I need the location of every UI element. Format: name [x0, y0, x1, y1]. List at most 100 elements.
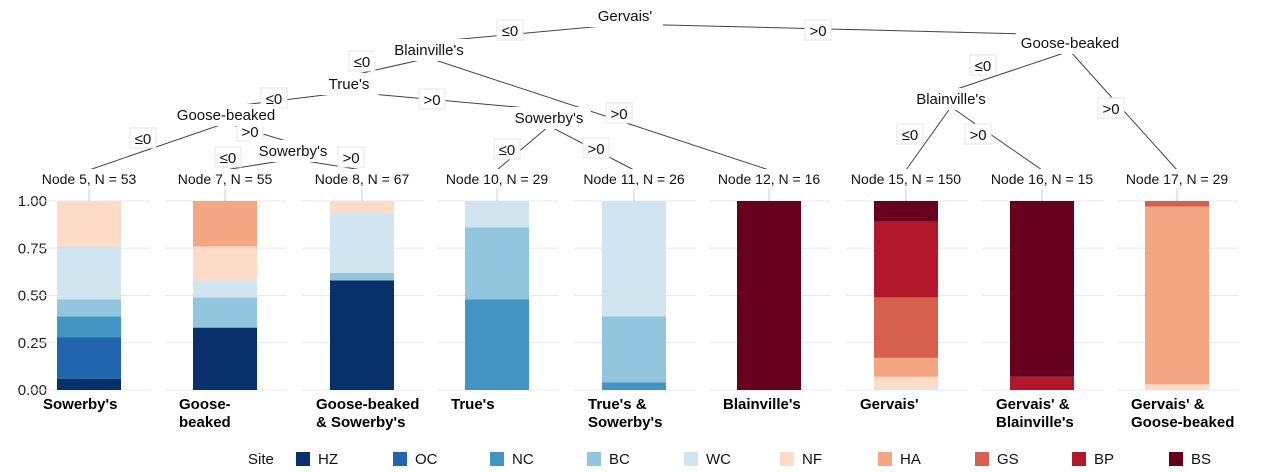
bar-category-label: Goose-	[179, 396, 231, 413]
split-node: Sowerby's	[507, 107, 591, 129]
edge-label-box	[337, 146, 365, 168]
node-label: Node 16, N = 15	[991, 171, 1094, 187]
edge-label: ≤0	[214, 146, 242, 168]
node-label: Node 12, N = 16	[718, 171, 821, 187]
legend-title: Site	[248, 451, 274, 468]
split-node: Blainville's	[896, 88, 1006, 110]
edge-label: >0	[964, 123, 992, 145]
bar-segment-nc	[57, 316, 121, 338]
tree-edge	[496, 125, 550, 171]
edge-label-text: ≤0	[354, 54, 371, 71]
bar-segment-ha	[874, 357, 938, 377]
edge-label: ≤0	[493, 138, 521, 160]
legend-swatch	[296, 452, 310, 466]
legend-item: BC	[587, 451, 630, 468]
node-label: Node 15, N = 150	[851, 171, 961, 187]
legend-item: BP	[1072, 451, 1114, 468]
edge-label: ≤0	[129, 127, 157, 149]
legend-swatch	[490, 452, 504, 466]
split-node-label: Goose-beaked	[177, 107, 275, 124]
edge-label-box	[582, 137, 610, 159]
edge-label: >0	[337, 146, 365, 168]
bar-segment-bc	[193, 297, 257, 328]
edge-label: >0	[804, 19, 832, 41]
bar-segment-wc	[465, 201, 529, 228]
edge-label-text: >0	[241, 124, 258, 141]
edge-label: ≤0	[969, 54, 997, 76]
bar-segment-bs	[874, 201, 938, 222]
node-label: Node 17, N = 29	[1126, 171, 1229, 187]
edge-label-box	[493, 138, 521, 160]
bar-segment-nf	[874, 376, 938, 389]
bar-category-label: beaked	[179, 414, 231, 431]
bar-segment-bs	[737, 201, 801, 390]
edge-label-text: >0	[587, 141, 604, 158]
split-node: Sowerby's	[251, 140, 335, 162]
bar-segment-nf	[193, 246, 257, 281]
edge-label-text: ≤0	[502, 23, 519, 40]
terminal-node: Node 7, N = 55 Goose-beaked	[165, 169, 287, 431]
node-label-box	[436, 169, 558, 189]
split-node-box	[171, 104, 281, 126]
legend-label: NC	[512, 451, 534, 468]
edge-label-text: >0	[1102, 101, 1119, 118]
edge-label-box	[605, 102, 633, 124]
edge-label: ≤0	[896, 123, 924, 145]
bar-segment-bc	[330, 272, 394, 281]
legend-item: OC	[393, 451, 438, 468]
edge-label-text: ≤0	[266, 91, 283, 108]
tree-edge	[950, 50, 1071, 92]
legend-swatch	[1169, 452, 1183, 466]
tree-edge	[905, 106, 952, 171]
tree-edge	[428, 57, 770, 171]
edge-label: ≤0	[496, 19, 524, 41]
edge-label-box	[129, 127, 157, 149]
legend-swatch	[684, 452, 698, 466]
bar-segment-nf	[57, 201, 121, 247]
bar-category-label: Sowerby's	[588, 414, 662, 431]
bar-category-label: True's &	[588, 396, 647, 413]
tree-edge	[624, 23, 1071, 36]
node-label-box	[304, 169, 420, 189]
legend-item: GS	[975, 451, 1019, 468]
edge-label-box	[418, 88, 446, 110]
legend-label: BP	[1094, 451, 1114, 468]
bar-segment-wc	[602, 201, 666, 317]
bar-segment-bc	[602, 316, 666, 383]
edge-label-box	[804, 19, 832, 41]
edge-label-text: ≤0	[499, 142, 516, 159]
legend-swatch	[878, 452, 892, 466]
split-node-label: Sowerby's	[259, 143, 328, 160]
edge-label-text: ≤0	[220, 150, 237, 167]
tree-layer: ≤0 >0≤0>0≤0 >0≤0 >0≤0 >0 ≤0 >0≤0>0≤0 >0Gervais'…	[88, 5, 1178, 171]
legend-item: BS	[1169, 451, 1211, 468]
terminal-node: Node 8, N = 67 Goose-beaked& Sowerby's	[302, 169, 424, 431]
edge-label-text: ≤0	[135, 131, 152, 148]
legend-label: HA	[900, 451, 921, 468]
legend-item: WC	[684, 451, 731, 468]
bar-segment-ha	[193, 201, 257, 247]
node-label-box	[981, 169, 1103, 189]
bar-segment-bp	[1010, 376, 1074, 390]
split-node: Gervais'	[587, 5, 663, 27]
legend-item: HA	[878, 451, 921, 468]
edge-label: ≤0	[260, 87, 288, 109]
bars-layer: Node 5, N = 53 Sowerby's Node 7, N = 55 Goo…	[29, 169, 1239, 431]
edge-label-text: ≤0	[975, 58, 992, 75]
split-node-box	[587, 5, 663, 27]
split-node-box	[507, 107, 591, 129]
edge-label-box	[1097, 97, 1125, 119]
split-node: Goose-beaked	[171, 104, 281, 126]
split-node-label: Goose-beaked	[1021, 35, 1119, 52]
bar-segment-hz	[57, 378, 121, 390]
split-node-label: Blainville's	[394, 42, 464, 59]
legend-swatch	[393, 452, 407, 466]
edge-label-text: ≤0	[902, 127, 919, 144]
bar-category-label: Gervais' &	[996, 396, 1070, 413]
legend-label: NF	[802, 451, 822, 468]
legend-swatch	[975, 452, 989, 466]
bar-segment-nc	[602, 382, 666, 390]
edge-label-box	[969, 54, 997, 76]
edge-label-box	[214, 146, 242, 168]
